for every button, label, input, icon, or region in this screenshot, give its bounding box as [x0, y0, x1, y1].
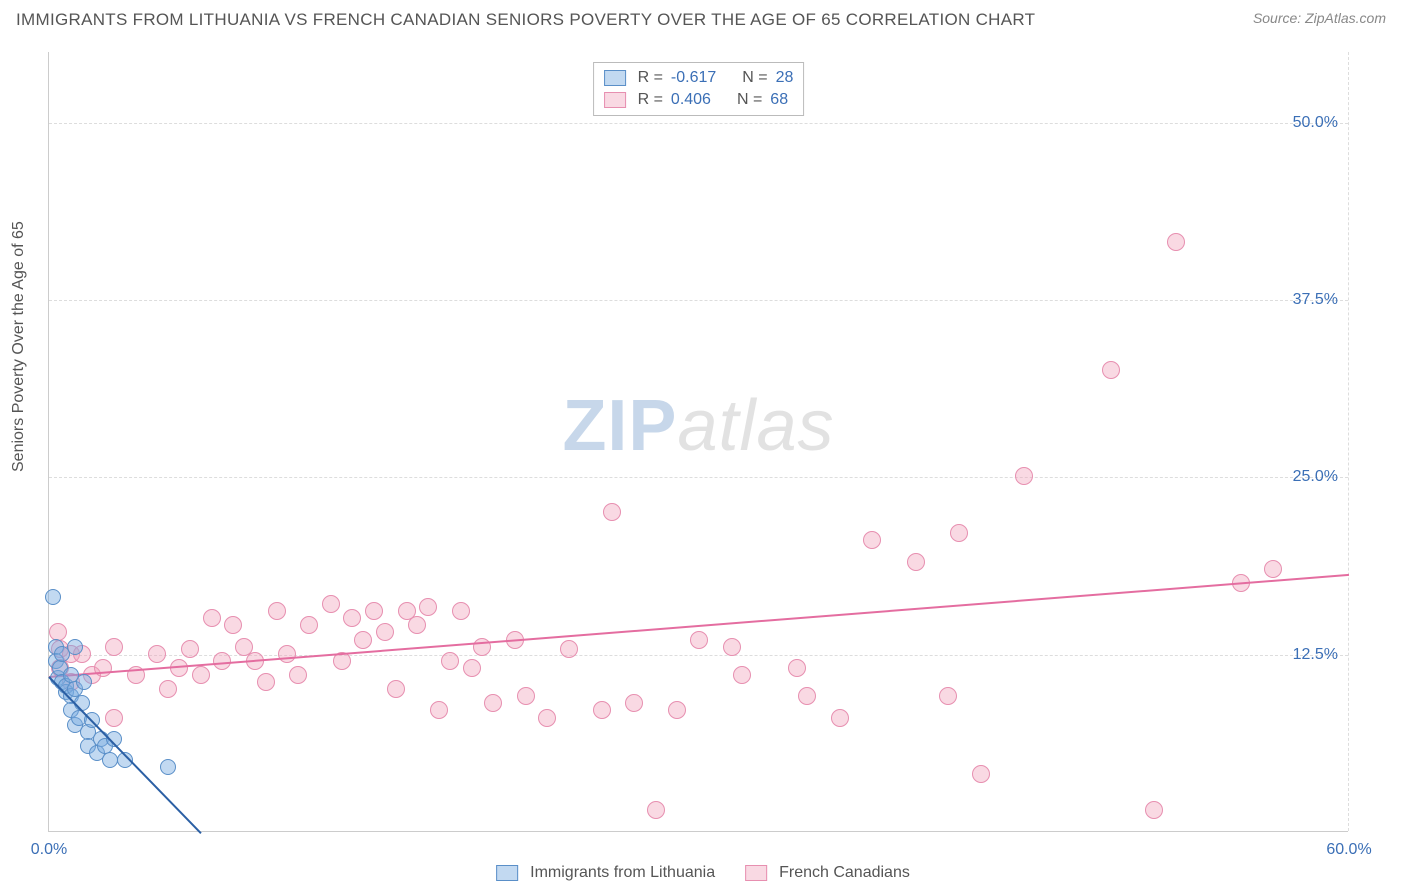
ytick-label: 25.0%	[1293, 468, 1338, 486]
legend-item-blue: Immigrants from Lithuania	[496, 864, 715, 882]
ytick-label: 50.0%	[1293, 114, 1338, 132]
pink-point	[300, 616, 318, 634]
pink-point	[907, 553, 925, 571]
chart-source: Source: ZipAtlas.com	[1253, 10, 1386, 26]
pink-trendline	[49, 574, 1349, 678]
legend-row-pink: R = 0.406 N = 68	[604, 89, 794, 111]
pink-point	[517, 687, 535, 705]
blue-point	[160, 759, 176, 775]
pink-point	[863, 531, 881, 549]
ytick-label: 12.5%	[1293, 646, 1338, 664]
ytick-label: 37.5%	[1293, 291, 1338, 309]
pink-point	[668, 701, 686, 719]
pink-point	[723, 638, 741, 656]
watermark: ZIPatlas	[562, 385, 834, 467]
pink-point	[224, 616, 242, 634]
xtick-label: 0.0%	[31, 841, 67, 859]
series-legend: Immigrants from Lithuania French Canadia…	[496, 864, 910, 882]
plot-region: ZIPatlas R = -0.617 N = 28 R = 0.406 N =…	[48, 52, 1348, 832]
pink-point	[365, 602, 383, 620]
pink-point	[159, 680, 177, 698]
pink-point	[376, 623, 394, 641]
pink-point	[354, 631, 372, 649]
pink-point	[105, 638, 123, 656]
pink-point	[1102, 361, 1120, 379]
pink-point	[647, 801, 665, 819]
blue-point	[45, 589, 61, 605]
blue-point	[76, 674, 92, 690]
xtick-label: 60.0%	[1326, 841, 1371, 859]
pink-point	[798, 687, 816, 705]
pink-point	[788, 659, 806, 677]
pink-point	[538, 709, 556, 727]
pink-point	[1264, 560, 1282, 578]
correlation-legend: R = -0.617 N = 28 R = 0.406 N = 68	[593, 62, 805, 116]
pink-point	[593, 701, 611, 719]
pink-point	[278, 645, 296, 663]
legend-row-blue: R = -0.617 N = 28	[604, 67, 794, 89]
chart-title: IMMIGRANTS FROM LITHUANIA VS FRENCH CANA…	[16, 10, 1035, 30]
pink-point	[387, 680, 405, 698]
pink-point	[1145, 801, 1163, 819]
swatch-blue-icon	[496, 865, 518, 881]
pink-point	[1015, 467, 1033, 485]
pink-point	[950, 524, 968, 542]
pink-point	[181, 640, 199, 658]
pink-point	[452, 602, 470, 620]
pink-point	[463, 659, 481, 677]
pink-point	[484, 694, 502, 712]
blue-trendline	[48, 676, 201, 833]
y-axis-label: Seniors Poverty Over the Age of 65	[10, 221, 28, 472]
pink-point	[203, 609, 221, 627]
gridline-v	[1348, 52, 1349, 831]
pink-point	[430, 701, 448, 719]
pink-point	[148, 645, 166, 663]
swatch-pink-icon	[604, 92, 626, 108]
pink-point	[690, 631, 708, 649]
pink-point	[733, 666, 751, 684]
pink-point	[419, 598, 437, 616]
blue-point	[102, 752, 118, 768]
pink-point	[831, 709, 849, 727]
pink-point	[560, 640, 578, 658]
swatch-pink-icon	[745, 865, 767, 881]
pink-point	[603, 503, 621, 521]
pink-point	[268, 602, 286, 620]
gridline-h	[49, 477, 1348, 478]
gridline-h	[49, 300, 1348, 301]
gridline-h	[49, 123, 1348, 124]
pink-point	[1167, 233, 1185, 251]
pink-point	[289, 666, 307, 684]
pink-point	[625, 694, 643, 712]
pink-point	[441, 652, 459, 670]
pink-point	[257, 673, 275, 691]
pink-point	[972, 765, 990, 783]
chart-header: IMMIGRANTS FROM LITHUANIA VS FRENCH CANA…	[0, 0, 1406, 34]
pink-point	[408, 616, 426, 634]
blue-point	[67, 639, 83, 655]
legend-item-pink: French Canadians	[745, 864, 910, 882]
chart-area: Seniors Poverty Over the Age of 65 ZIPat…	[0, 42, 1406, 892]
pink-point	[939, 687, 957, 705]
pink-point	[105, 709, 123, 727]
pink-point	[343, 609, 361, 627]
pink-point	[473, 638, 491, 656]
swatch-blue-icon	[604, 70, 626, 86]
pink-point	[192, 666, 210, 684]
pink-point	[322, 595, 340, 613]
